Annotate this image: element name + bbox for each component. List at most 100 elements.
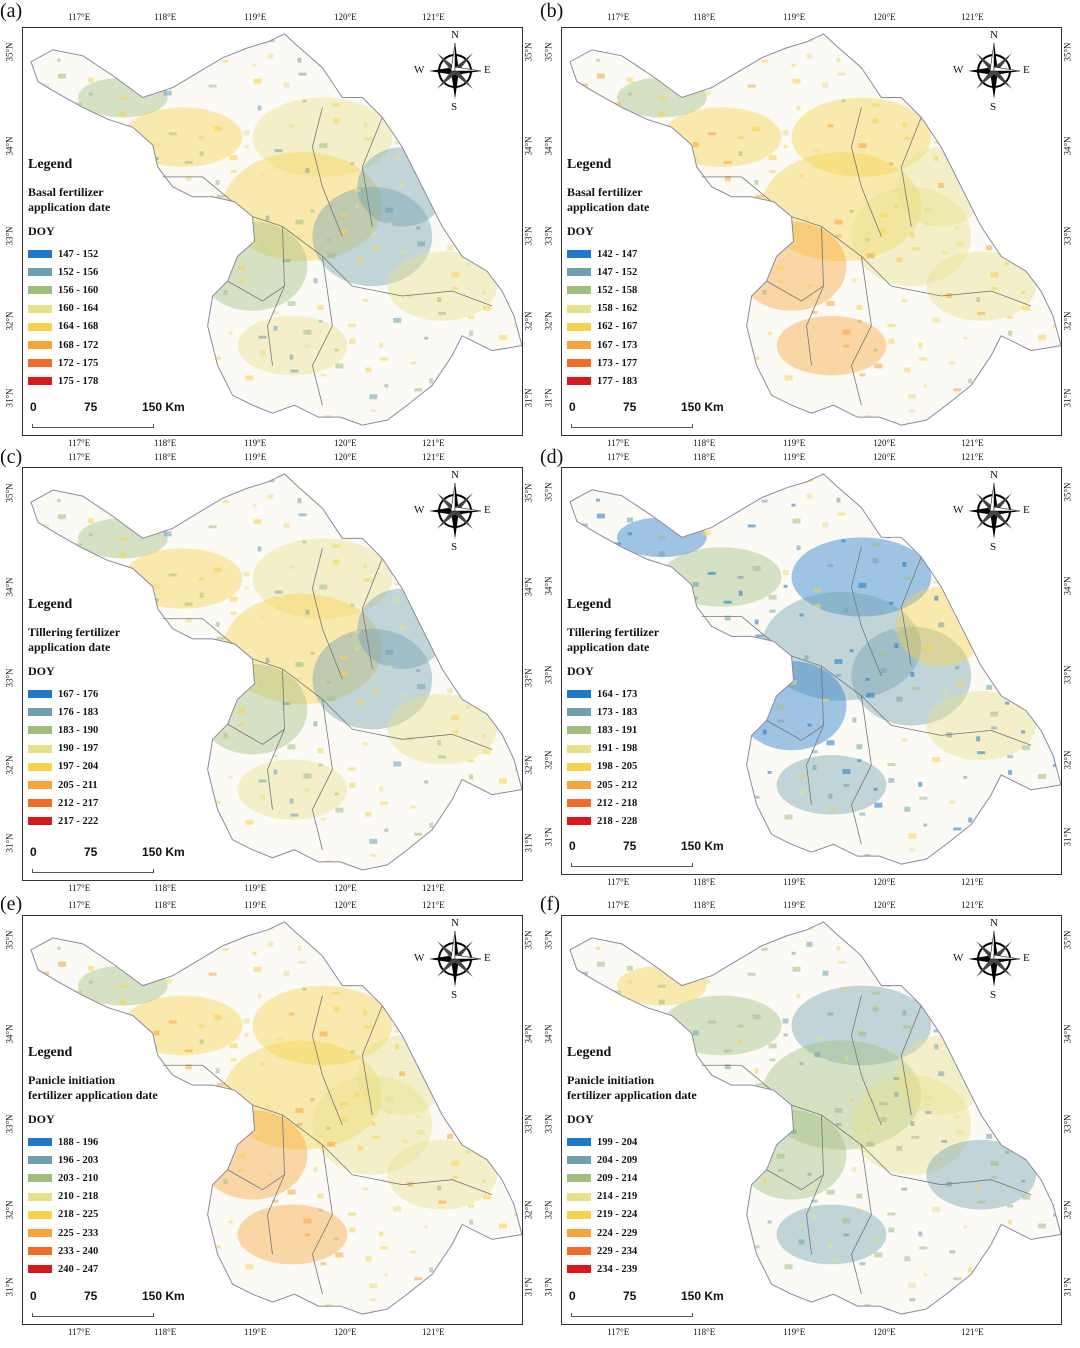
- raster-pixel: [1005, 262, 1010, 266]
- raster-pixel: [423, 994, 430, 1000]
- lon-tick-top: 119°E: [244, 452, 267, 462]
- raster-pixel: [828, 354, 833, 360]
- legend-swatch: [28, 1210, 52, 1219]
- raster-pixel: [184, 1049, 193, 1053]
- lat-tick-right: 33°N: [1062, 665, 1073, 685]
- lat-tick-left: 34°N: [4, 577, 15, 597]
- raster-pixel: [1031, 239, 1038, 243]
- raster-pixel: [492, 239, 499, 243]
- raster-pixel: [275, 163, 282, 169]
- raster-pixel: [297, 57, 302, 63]
- raster-pixel: [394, 141, 401, 145]
- raster-pixel: [819, 421, 826, 425]
- legend-label: 205 - 212: [597, 779, 638, 791]
- legend-swatch: [567, 1192, 591, 1201]
- scale-bar: 0 75 150 Km: [569, 400, 741, 430]
- raster-pixel: [909, 1298, 916, 1302]
- lat-tick-left: 34°N: [4, 136, 15, 156]
- lon-tick-top: 117°E: [607, 12, 630, 22]
- raster-pixel: [737, 136, 744, 140]
- raster-pixel: [146, 46, 151, 50]
- province-map: [569, 33, 1061, 426]
- raster-pixel: [171, 200, 180, 206]
- lat-tick-right: 33°N: [523, 225, 534, 246]
- lat-tick-left: 35°N: [4, 483, 15, 503]
- raster-pixel: [215, 1068, 220, 1074]
- legend: Legend Panicle initiation fertilizer appl…: [28, 1045, 158, 1279]
- scale-bar: 0 75 150 Km: [30, 845, 202, 875]
- raster-pixel: [665, 206, 674, 210]
- raster-pixel: [813, 1037, 822, 1041]
- raster-pixel: [978, 1023, 985, 1029]
- raster-pixel: [739, 1270, 748, 1274]
- raster-pixel: [1005, 701, 1010, 705]
- legend-title: Legend: [28, 157, 73, 172]
- raster-pixel: [1030, 1305, 1039, 1311]
- raster-pixel: [223, 1178, 228, 1184]
- legend-entry: 218 - 225: [28, 1206, 158, 1224]
- lon-tick-top: 120°E: [334, 452, 357, 462]
- raster-pixel: [953, 388, 962, 392]
- lat-tick-left: 34°N: [4, 1024, 15, 1044]
- raster-pixel: [1044, 639, 1051, 645]
- raster-pixel: [364, 1025, 373, 1029]
- raster-pixel: [222, 59, 229, 63]
- lat-tick-left: 32°N: [4, 754, 15, 775]
- raster-pixel: [474, 1069, 479, 1073]
- raster-pixel: [491, 1305, 500, 1311]
- raster-pixel: [932, 757, 941, 763]
- legend-swatch: [567, 268, 591, 277]
- raster-pixel: [176, 685, 185, 689]
- raster-pixel: [461, 220, 466, 226]
- raster-pixel: [895, 873, 903, 874]
- raster-pixel: [759, 661, 764, 665]
- city-boundary: [267, 1115, 285, 1255]
- lat-tick-left: 33°N: [4, 1114, 15, 1134]
- raster-pixel: [349, 1227, 356, 1233]
- scale-line: [571, 424, 693, 428]
- raster-pixel: [459, 826, 468, 832]
- city-boundary: [791, 1104, 892, 1176]
- lon-tick-bottom: 118°E: [693, 877, 716, 887]
- raster-pixel: [320, 817, 327, 821]
- raster-pixel: [836, 497, 841, 503]
- legend-swatch: [567, 304, 591, 313]
- legend-entry: 156 - 160: [28, 281, 110, 299]
- raster-pixel: [665, 646, 674, 650]
- raster-pixel: [409, 1019, 418, 1025]
- raster-pixel: [999, 397, 1006, 401]
- raster-pixel: [154, 1045, 159, 1049]
- scale-label-mid: 75: [84, 845, 98, 859]
- raster-pixel: [626, 77, 633, 83]
- raster-pixel: [722, 776, 727, 782]
- raster-pixel: [216, 194, 225, 198]
- raster-pixel: [474, 180, 479, 184]
- raster-pixel: [939, 852, 944, 856]
- raster-pixel: [903, 137, 912, 141]
- raster-pixel: [658, 999, 665, 1005]
- raster-pixel: [714, 227, 719, 233]
- raster-pixel: [475, 637, 484, 643]
- raster-pixel: [859, 812, 866, 816]
- city-boundary: [267, 668, 285, 810]
- raster-pixel: [744, 862, 753, 865]
- raster-pixel: [490, 401, 495, 405]
- raster-pixel: [140, 623, 147, 627]
- raster-pixel: [836, 57, 841, 63]
- raster-patch: [222, 152, 383, 262]
- raster-pixel: [752, 1014, 761, 1020]
- raster-pixel: [423, 547, 430, 553]
- raster-pixel: [469, 1219, 474, 1225]
- raster-pixel: [123, 1026, 132, 1032]
- raster-pixel: [649, 832, 658, 836]
- raster-pixel: [866, 1141, 875, 1147]
- compass-letter-e: E: [1023, 504, 1030, 516]
- lat-tick-left: 33°N: [4, 225, 15, 246]
- raster-pixel: [341, 228, 348, 234]
- lat-tick-left: 31°N: [4, 388, 15, 408]
- scale-label-mid: 75: [84, 400, 98, 414]
- raster-pixel: [245, 1264, 254, 1270]
- raster-pixel: [437, 297, 442, 302]
- raster-pixel: [469, 330, 474, 336]
